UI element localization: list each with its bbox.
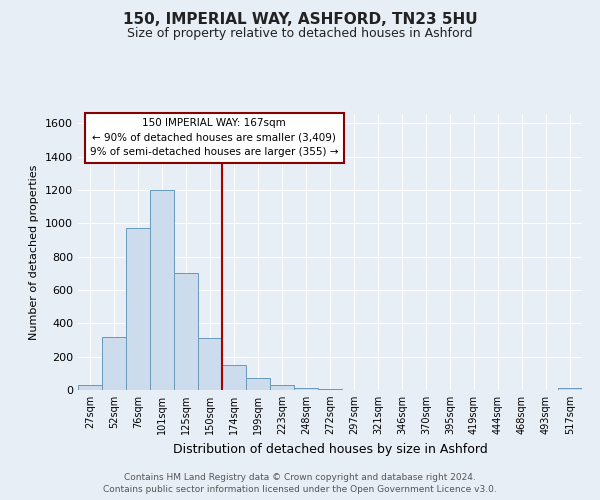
Bar xyxy=(150,190,174,390)
Text: 150, IMPERIAL WAY, ASHFORD, TN23 5HU: 150, IMPERIAL WAY, ASHFORD, TN23 5HU xyxy=(122,12,478,28)
X-axis label: Distribution of detached houses by size in Ashford: Distribution of detached houses by size … xyxy=(173,442,487,456)
Text: Size of property relative to detached houses in Ashford: Size of property relative to detached ho… xyxy=(127,28,473,40)
Bar xyxy=(198,338,222,390)
Bar xyxy=(558,388,582,390)
Bar xyxy=(270,385,294,390)
Bar xyxy=(78,385,102,390)
Bar xyxy=(174,274,198,390)
Bar xyxy=(126,228,150,390)
Text: Contains HM Land Registry data © Crown copyright and database right 2024.: Contains HM Land Registry data © Crown c… xyxy=(124,472,476,482)
Bar xyxy=(246,378,270,390)
Text: Contains public sector information licensed under the Open Government Licence v3: Contains public sector information licen… xyxy=(103,485,497,494)
Bar xyxy=(102,336,126,390)
Y-axis label: Number of detached properties: Number of detached properties xyxy=(29,165,40,340)
Bar xyxy=(294,388,318,390)
Bar xyxy=(222,365,246,390)
Text: 150 IMPERIAL WAY: 167sqm
← 90% of detached houses are smaller (3,409)
9% of semi: 150 IMPERIAL WAY: 167sqm ← 90% of detach… xyxy=(90,118,338,158)
Bar xyxy=(318,389,342,390)
